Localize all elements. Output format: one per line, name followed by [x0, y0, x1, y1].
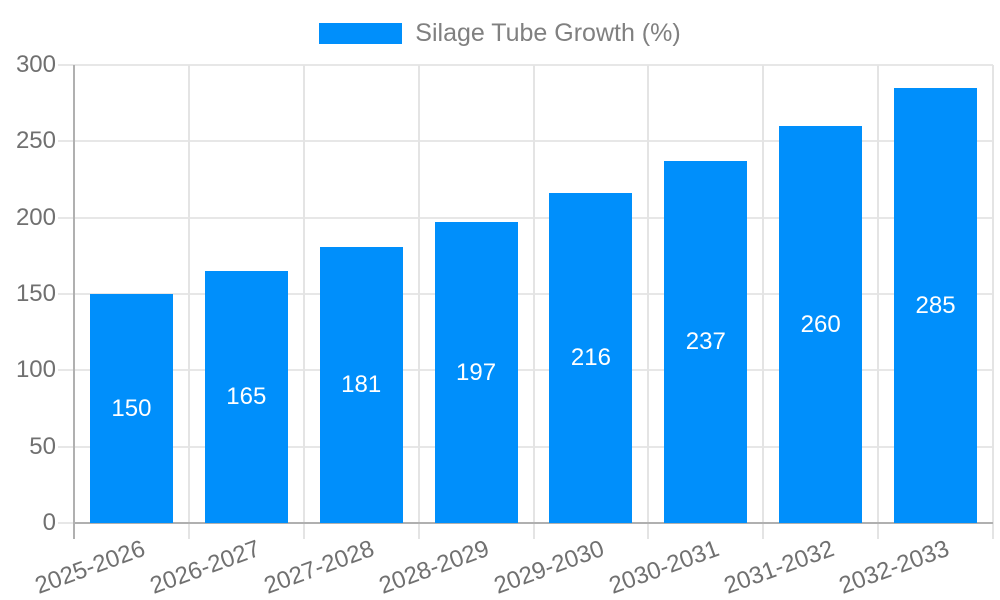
- gridline-horizontal: [58, 369, 993, 372]
- bar[interactable]: 285: [894, 88, 978, 523]
- legend[interactable]: Silage Tube Growth (%): [0, 20, 1000, 47]
- gridline-vertical: [877, 65, 880, 539]
- bar-value-label: 260: [800, 310, 841, 338]
- x-axis-tick-label: 2030-2031: [605, 535, 723, 600]
- bar-value-label: 285: [915, 291, 956, 319]
- x-axis-line: [74, 522, 993, 524]
- bar-value-label: 181: [341, 371, 382, 398]
- gridline-vertical: [762, 65, 765, 539]
- x-axis-tick-label: 2029-2030: [490, 535, 608, 600]
- gridline-vertical: [417, 65, 420, 539]
- bar[interactable]: 165: [204, 271, 288, 523]
- gridline-horizontal: [58, 445, 993, 448]
- x-axis-tick-label: 2025-2026: [31, 535, 149, 600]
- y-axis-tick-label: 100: [15, 356, 56, 384]
- x-axis-tick-label: 2032-2033: [835, 535, 953, 600]
- gridline-horizontal: [58, 64, 993, 66]
- gridline-vertical: [187, 65, 190, 539]
- bar-value-label: 237: [685, 328, 726, 355]
- y-axis-tick-label: 200: [15, 203, 56, 231]
- gridline-vertical: [647, 65, 650, 539]
- y-axis-tick-label: 150: [15, 280, 56, 307]
- y-axis-tick-label: 300: [15, 51, 56, 78]
- gridline-vertical: [302, 65, 305, 539]
- y-axis-tick-label: 250: [15, 127, 56, 155]
- bar-value-label: 216: [570, 344, 611, 371]
- legend-swatch-icon: [319, 23, 403, 44]
- x-axis-tick-label: 2031-2032: [720, 535, 838, 600]
- gridline-vertical: [532, 65, 535, 539]
- gridline-horizontal: [58, 293, 993, 295]
- legend-label: Silage Tube Growth (%): [415, 19, 681, 47]
- y-axis-tick-label: 0: [42, 509, 56, 536]
- bar[interactable]: 181: [319, 247, 403, 523]
- bar[interactable]: 150: [89, 294, 173, 523]
- gridline-horizontal: [58, 216, 993, 219]
- bar[interactable]: 237: [664, 161, 748, 523]
- gridline-vertical: [992, 65, 994, 539]
- y-axis-tick-label: 50: [29, 432, 56, 460]
- x-axis-tick-label: 2026-2027: [146, 535, 264, 600]
- bar-value-label: 150: [111, 394, 152, 422]
- bar-value-label: 197: [456, 358, 497, 386]
- x-axis-tick-label: 2028-2029: [375, 535, 493, 600]
- bar[interactable]: 197: [434, 222, 518, 523]
- gridline-horizontal: [58, 140, 993, 143]
- y-axis-line: [73, 65, 75, 539]
- bar-value-label: 165: [226, 383, 267, 410]
- bar[interactable]: 216: [549, 193, 633, 523]
- bar[interactable]: 260: [779, 126, 863, 523]
- x-axis-tick-label: 2027-2028: [260, 535, 379, 600]
